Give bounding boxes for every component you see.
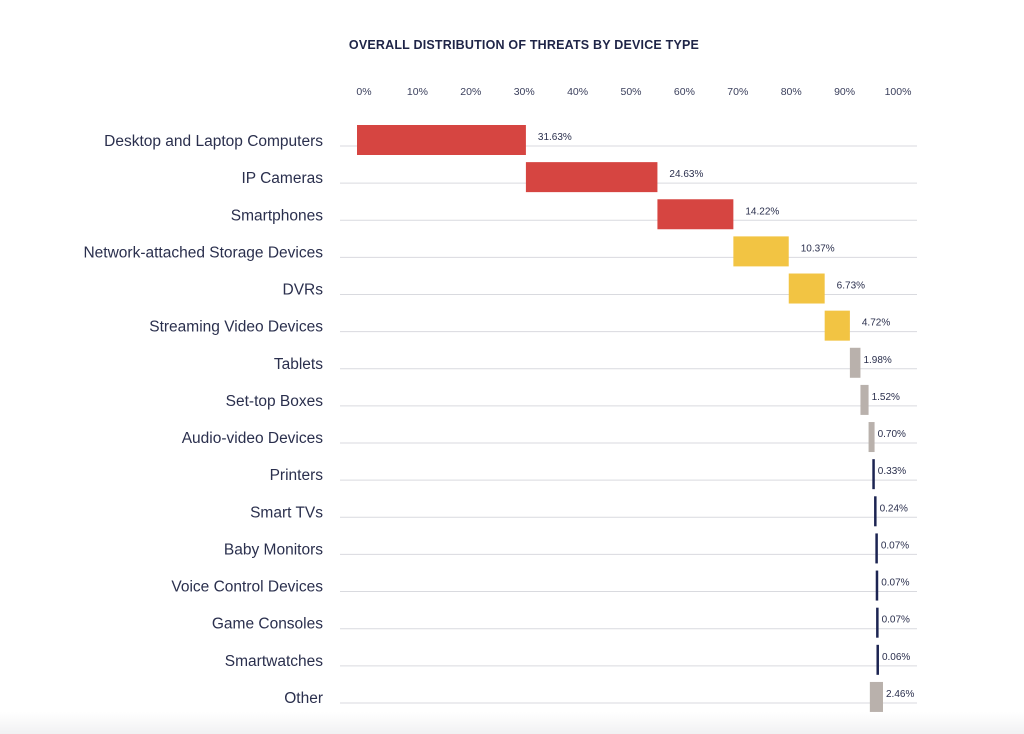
bar-voice-control-devices bbox=[875, 570, 879, 601]
bar-set-top-boxes bbox=[860, 384, 869, 415]
x-tick-label: 10% bbox=[407, 86, 428, 98]
bottom-shadow bbox=[0, 712, 1024, 734]
bar-streaming-video-devices bbox=[824, 310, 850, 341]
bar-audio-video-devices bbox=[868, 422, 875, 453]
category-label: Set-top Boxes bbox=[226, 393, 324, 410]
x-tick-label: 90% bbox=[834, 86, 855, 98]
category-label: Audio-video Devices bbox=[182, 430, 324, 447]
data-label: 1.52% bbox=[872, 392, 900, 403]
data-label: 0.06% bbox=[882, 652, 910, 663]
data-label: 24.63% bbox=[669, 169, 703, 180]
data-label: 0.07% bbox=[882, 615, 910, 626]
bar-desktop-and-laptop-computers bbox=[357, 125, 526, 155]
x-tick-label: 70% bbox=[727, 86, 748, 98]
category-label: Smart TVs bbox=[250, 504, 323, 521]
bar-smartphones bbox=[657, 199, 734, 230]
bar-smart-tvs bbox=[874, 496, 877, 527]
category-label: Network-attached Storage Devices bbox=[83, 244, 323, 261]
data-label: 10.37% bbox=[801, 243, 835, 254]
category-label: Voice Control Devices bbox=[171, 579, 323, 596]
data-label: 0.07% bbox=[881, 578, 909, 589]
x-tick-label: 50% bbox=[620, 86, 641, 98]
category-label: DVRs bbox=[283, 282, 324, 299]
data-label: 2.46% bbox=[886, 689, 914, 700]
x-tick-label: 80% bbox=[781, 86, 802, 98]
bar-dvrs bbox=[788, 273, 825, 304]
category-label: Streaming Video Devices bbox=[149, 319, 323, 336]
category-label: Desktop and Laptop Computers bbox=[104, 133, 323, 150]
bar-ip-cameras bbox=[525, 162, 658, 193]
data-label: 14.22% bbox=[745, 206, 779, 217]
x-tick-label: 30% bbox=[514, 86, 535, 98]
bar-tablets bbox=[849, 347, 861, 378]
data-label: 0.33% bbox=[878, 466, 906, 477]
data-label: 0.70% bbox=[878, 429, 906, 440]
category-label: Baby Monitors bbox=[224, 541, 323, 558]
category-label: Game Consoles bbox=[212, 616, 323, 633]
x-tick-label: 100% bbox=[885, 86, 912, 98]
category-label: IP Cameras bbox=[241, 170, 323, 187]
data-label: 6.73% bbox=[837, 281, 865, 292]
data-label: 1.98% bbox=[863, 355, 891, 366]
data-label: 4.72% bbox=[862, 318, 890, 329]
bar-printers bbox=[872, 459, 875, 490]
x-tick-label: 0% bbox=[356, 86, 371, 98]
x-tick-label: 20% bbox=[460, 86, 481, 98]
category-label: Printers bbox=[270, 467, 324, 484]
bar-other bbox=[869, 681, 883, 712]
category-label: Smartwatches bbox=[225, 653, 323, 670]
bar-baby-monitors bbox=[875, 533, 878, 564]
bar-game-consoles bbox=[876, 607, 879, 638]
x-tick-label: 40% bbox=[567, 86, 588, 98]
category-label: Other bbox=[284, 690, 323, 707]
bar-network-attached-storage-devices bbox=[733, 236, 789, 267]
x-tick-label: 60% bbox=[674, 86, 695, 98]
category-label: Smartphones bbox=[231, 207, 323, 224]
data-label: 31.63% bbox=[538, 132, 572, 143]
category-label: Tablets bbox=[274, 356, 323, 373]
data-label: 0.07% bbox=[881, 540, 909, 551]
data-label: 0.24% bbox=[880, 503, 908, 514]
bar-smartwatches bbox=[876, 644, 879, 675]
chart-title: OVERALL DISTRIBUTION OF THREATS BY DEVIC… bbox=[348, 38, 700, 52]
